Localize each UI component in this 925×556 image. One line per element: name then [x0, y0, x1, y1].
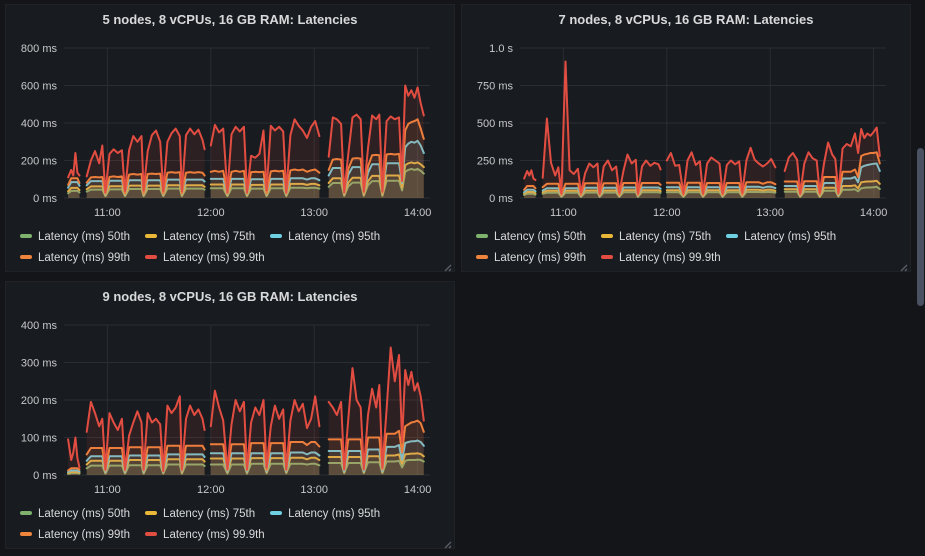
panel-title[interactable]: 7 nodes, 8 vCPUs, 16 GB RAM: Latencies [558, 12, 814, 27]
legend: Latency (ms) 50th Latency (ms) 75th Latenc… [20, 503, 446, 545]
legend-label: Latency (ms) 75th [163, 231, 256, 243]
svg-text:0 ms: 0 ms [33, 470, 57, 482]
legend-label: Latency (ms) 99.9th [163, 252, 265, 264]
svg-text:13:00: 13:00 [300, 484, 328, 496]
svg-text:12:00: 12:00 [653, 207, 681, 219]
svg-text:14:00: 14:00 [404, 207, 432, 219]
svg-text:11:00: 11:00 [94, 207, 121, 219]
svg-text:750 ms: 750 ms [477, 81, 514, 93]
legend-item[interactable]: Latency (ms) 50th [476, 228, 586, 247]
legend-label: Latency (ms) 99th [494, 252, 587, 264]
legend-item[interactable]: Latency (ms) 99.9th [145, 526, 265, 545]
svg-text:12:00: 12:00 [197, 484, 225, 496]
svg-text:12:00: 12:00 [197, 207, 225, 219]
svg-text:13:00: 13:00 [300, 207, 328, 219]
panel-title[interactable]: 9 nodes, 8 vCPUs, 16 GB RAM: Latencies [102, 289, 358, 304]
resize-corner-icon [444, 541, 452, 549]
legend-item[interactable]: Latency (ms) 75th [601, 228, 711, 247]
legend-label: Latency (ms) 99.9th [619, 252, 721, 264]
series-color-icon [601, 255, 614, 259]
svg-text:14:00: 14:00 [404, 484, 432, 496]
svg-text:250 ms: 250 ms [477, 156, 514, 168]
panel-resize-handle[interactable] [442, 536, 452, 549]
legend: Latency (ms) 50th Latency (ms) 75th Latenc… [476, 226, 902, 268]
series-color-icon [20, 532, 32, 536]
panel-5-nodes-latencies: 5 nodes, 8 vCPUs, 16 GB RAM: Latencies 0… [5, 4, 455, 272]
series-color-icon [20, 255, 32, 259]
legend: Latency (ms) 50th Latency (ms) 75th Latenc… [20, 226, 446, 268]
svg-text:14:00: 14:00 [860, 207, 888, 219]
series-color-icon [601, 234, 614, 238]
legend-label: Latency (ms) 99.9th [163, 529, 265, 541]
svg-text:400 ms: 400 ms [21, 320, 58, 332]
series-color-icon [476, 255, 488, 259]
latency-chart-9-nodes[interactable]: 0 ms 100 ms 200 ms 300 ms 400 ms 11:00 12:00 13… [6, 310, 454, 500]
legend-item[interactable]: Latency (ms) 99.9th [601, 249, 721, 268]
svg-text:200 ms: 200 ms [21, 156, 58, 168]
svg-text:0 ms: 0 ms [489, 193, 513, 205]
svg-text:300 ms: 300 ms [21, 358, 58, 370]
legend-label: Latency (ms) 95th [288, 231, 381, 243]
svg-text:11:00: 11:00 [550, 207, 577, 219]
series-color-icon [476, 234, 488, 238]
svg-text:100 ms: 100 ms [21, 433, 58, 445]
legend-item[interactable]: Latency (ms) 50th [20, 505, 130, 524]
legend-label: Latency (ms) 75th [619, 231, 712, 243]
legend-item[interactable]: Latency (ms) 95th [270, 505, 380, 524]
legend-item[interactable]: Latency (ms) 50th [20, 228, 130, 247]
series-color-icon [20, 511, 32, 515]
panel-resize-handle[interactable] [442, 259, 452, 272]
series-color-icon [270, 511, 283, 515]
legend-item[interactable]: Latency (ms) 75th [145, 505, 255, 524]
latency-chart-5-nodes[interactable]: 0 ms 200 ms 400 ms 600 ms 800 ms 11:00 12:00 13… [6, 33, 454, 223]
legend-label: Latency (ms) 50th [494, 231, 587, 243]
panel-title[interactable]: 5 nodes, 8 vCPUs, 16 GB RAM: Latencies [102, 12, 358, 27]
legend-label: Latency (ms) 99th [38, 252, 131, 264]
scrollbar-thumb[interactable] [917, 148, 924, 306]
svg-text:0 ms: 0 ms [33, 193, 57, 205]
series-color-icon [145, 255, 158, 259]
panel-7-nodes-latencies: 7 nodes, 8 vCPUs, 16 GB RAM: Latencies 0… [461, 4, 911, 272]
svg-text:600 ms: 600 ms [21, 81, 58, 93]
legend-item[interactable]: Latency (ms) 75th [145, 228, 255, 247]
legend-item[interactable]: Latency (ms) 99th [476, 249, 586, 268]
series-color-icon [145, 234, 158, 238]
svg-text:200 ms: 200 ms [21, 395, 58, 407]
legend-label: Latency (ms) 50th [38, 231, 131, 243]
legend-item[interactable]: Latency (ms) 95th [270, 228, 380, 247]
series-color-icon [270, 234, 283, 238]
svg-text:800 ms: 800 ms [21, 43, 58, 55]
legend-item[interactable]: Latency (ms) 99th [20, 526, 130, 545]
resize-corner-icon [900, 264, 908, 272]
series-color-icon [726, 234, 739, 238]
series-color-icon [145, 532, 158, 536]
legend-item[interactable]: Latency (ms) 99th [20, 249, 130, 268]
svg-text:1.0 s: 1.0 s [489, 43, 513, 55]
legend-label: Latency (ms) 50th [38, 508, 131, 520]
series-color-icon [20, 234, 32, 238]
legend-item[interactable]: Latency (ms) 95th [726, 228, 836, 247]
series-color-icon [145, 511, 158, 515]
panel-resize-handle[interactable] [898, 259, 908, 272]
resize-corner-icon [444, 264, 452, 272]
svg-text:500 ms: 500 ms [477, 118, 514, 130]
svg-text:11:00: 11:00 [94, 484, 121, 496]
panel-9-nodes-latencies: 9 nodes, 8 vCPUs, 16 GB RAM: Latencies 0… [5, 281, 455, 549]
svg-text:400 ms: 400 ms [21, 118, 58, 130]
legend-label: Latency (ms) 99th [38, 529, 131, 541]
legend-label: Latency (ms) 95th [288, 508, 381, 520]
latency-chart-7-nodes[interactable]: 0 ms 250 ms 500 ms 750 ms 1.0 s 11:00 12:00 13:… [462, 33, 910, 223]
legend-item[interactable]: Latency (ms) 99.9th [145, 249, 265, 268]
svg-text:13:00: 13:00 [756, 207, 784, 219]
legend-label: Latency (ms) 95th [744, 231, 837, 243]
legend-label: Latency (ms) 75th [163, 508, 256, 520]
